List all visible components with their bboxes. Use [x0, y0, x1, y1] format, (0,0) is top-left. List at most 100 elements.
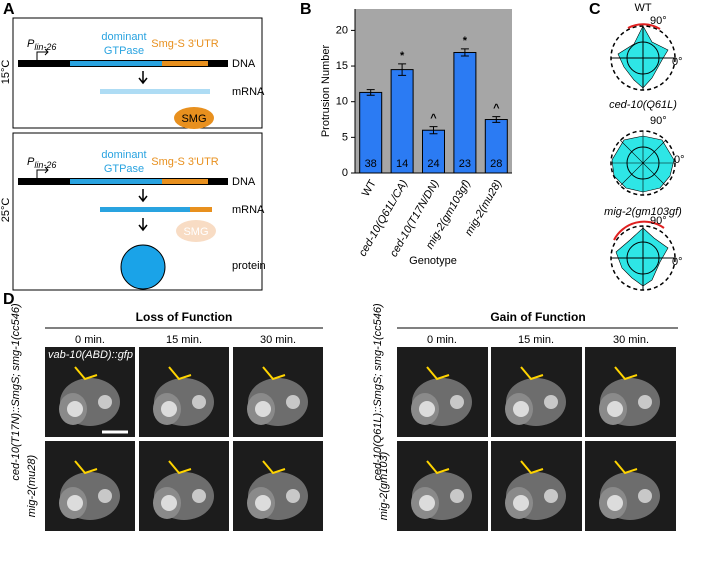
nucleus [192, 489, 206, 503]
axes [354, 9, 512, 174]
error-bar [492, 116, 501, 123]
utr: Smg-S 3'UTR [151, 38, 219, 50]
temperature: 25°C [0, 198, 12, 223]
arrow [138, 189, 148, 203]
nucleus [638, 489, 652, 503]
y-tick-label: 0 [342, 167, 348, 179]
protrusion-marker [168, 460, 192, 475]
group-title: Loss of Function [136, 310, 233, 324]
panel-d: Loss of Function Gain of Function 0 min.… [10, 303, 678, 531]
bar-chart: Protrusion Number Genotype 0 5 10 15 20 38 WT 1… [320, 9, 512, 267]
panel-label: D [3, 291, 15, 308]
utr-segment [162, 61, 208, 66]
rose-title: mig-2(gm103gf) [604, 206, 682, 218]
promoter: P [27, 38, 35, 50]
y-tick-label: 20 [336, 24, 348, 36]
error-bar [398, 63, 407, 76]
nucleus [161, 401, 177, 417]
rose-axes [611, 226, 675, 290]
mrna-label: mRNA [232, 204, 265, 216]
error-bar [366, 89, 375, 96]
nucleus [67, 495, 83, 511]
protrusion-marker [168, 366, 192, 381]
rose [610, 130, 676, 196]
utr: Smg-S 3'UTR [151, 156, 219, 168]
nucleus [192, 395, 206, 409]
x-tick-label: WT [360, 178, 379, 199]
rose-wedges [615, 227, 669, 287]
mrna-utr [190, 207, 212, 212]
promoter-subscript: lin-26 [34, 42, 56, 52]
nucleus [450, 489, 464, 503]
time-label: 30 min. [613, 334, 649, 346]
row-label: ced-10(T17N)::SmgS; smg-1(cc546) [10, 303, 22, 481]
protrusion-marker [520, 366, 544, 381]
rose-axes [611, 26, 675, 90]
nucleus [98, 395, 112, 409]
protrusion-marker [74, 460, 98, 475]
rose-arc [613, 220, 665, 241]
gene-segment [70, 179, 162, 184]
smg [174, 107, 214, 129]
gene: GTPase [104, 163, 144, 175]
arrow [138, 218, 148, 232]
nucleus [513, 401, 529, 417]
x-axis-label: Genotype [409, 255, 457, 267]
protrusion-marker [74, 366, 98, 381]
rose [610, 220, 676, 291]
row-label: mig-2(gm103) [378, 451, 390, 520]
protein-label: protein [232, 260, 266, 272]
time-label: 15 min. [518, 334, 554, 346]
promoter: Plin-26 [27, 156, 56, 170]
smg-label: SMG [181, 113, 206, 125]
angle-label: 90° [650, 15, 667, 27]
marker-label: vab-10(ABD)::gfp [48, 349, 133, 361]
promoter: P [27, 156, 35, 168]
mrna [100, 207, 190, 212]
smg-label: SMG [183, 226, 208, 238]
nucleus [544, 395, 558, 409]
nucleus [544, 489, 558, 503]
group-title: Gain of Function [490, 310, 585, 324]
protrusion-marker [262, 366, 286, 381]
row-label: ced-10(T17N)::SmgS; smg-1(cc546) [10, 303, 22, 481]
y-tick-label: 15 [336, 60, 348, 72]
angle-label: 0° [674, 154, 685, 166]
angle-label: 0° [672, 56, 683, 68]
sample-size: 23 [459, 158, 471, 170]
box [12, 17, 263, 129]
y-tick-label: 10 [336, 96, 348, 108]
protrusion-marker [262, 460, 286, 475]
panel-c: WT ced-10(Q61L) mig-2(gm103gf) 90° 0° 90… [604, 2, 685, 291]
arrow [138, 71, 148, 85]
gene: GTPase [104, 45, 144, 57]
panel-label: C [589, 1, 601, 18]
row-label: ced-10(Q61L)::SmgS; smg-1(cc546) [372, 303, 384, 481]
angle-label: 90° [650, 115, 667, 127]
utr-segment [162, 179, 208, 184]
temperature: 15°C [0, 60, 12, 85]
protrusion-marker [426, 366, 450, 381]
promoter-arrow [36, 166, 49, 180]
protrusion-marker [426, 460, 450, 475]
row-label: mig-2(mu28) [26, 454, 38, 517]
error-bar [460, 48, 469, 57]
nucleus [67, 401, 83, 417]
nucleus [286, 395, 300, 409]
promoter-arrow [36, 48, 49, 62]
nucleus [255, 495, 271, 511]
gene: dominant [101, 31, 146, 43]
rose-title: WT [634, 2, 651, 14]
rose-axes [611, 131, 675, 195]
nucleus [419, 401, 435, 417]
panel-label: B [300, 1, 312, 18]
rose [610, 23, 676, 91]
error-bar [429, 126, 438, 135]
smg [176, 220, 216, 242]
nucleus [255, 401, 271, 417]
angle-label: 0° [672, 256, 683, 268]
sample-size: 14 [396, 158, 408, 170]
nucleus [607, 401, 623, 417]
rose-title: ced-10(Q61L) [609, 99, 677, 111]
sample-size: 38 [365, 158, 377, 170]
